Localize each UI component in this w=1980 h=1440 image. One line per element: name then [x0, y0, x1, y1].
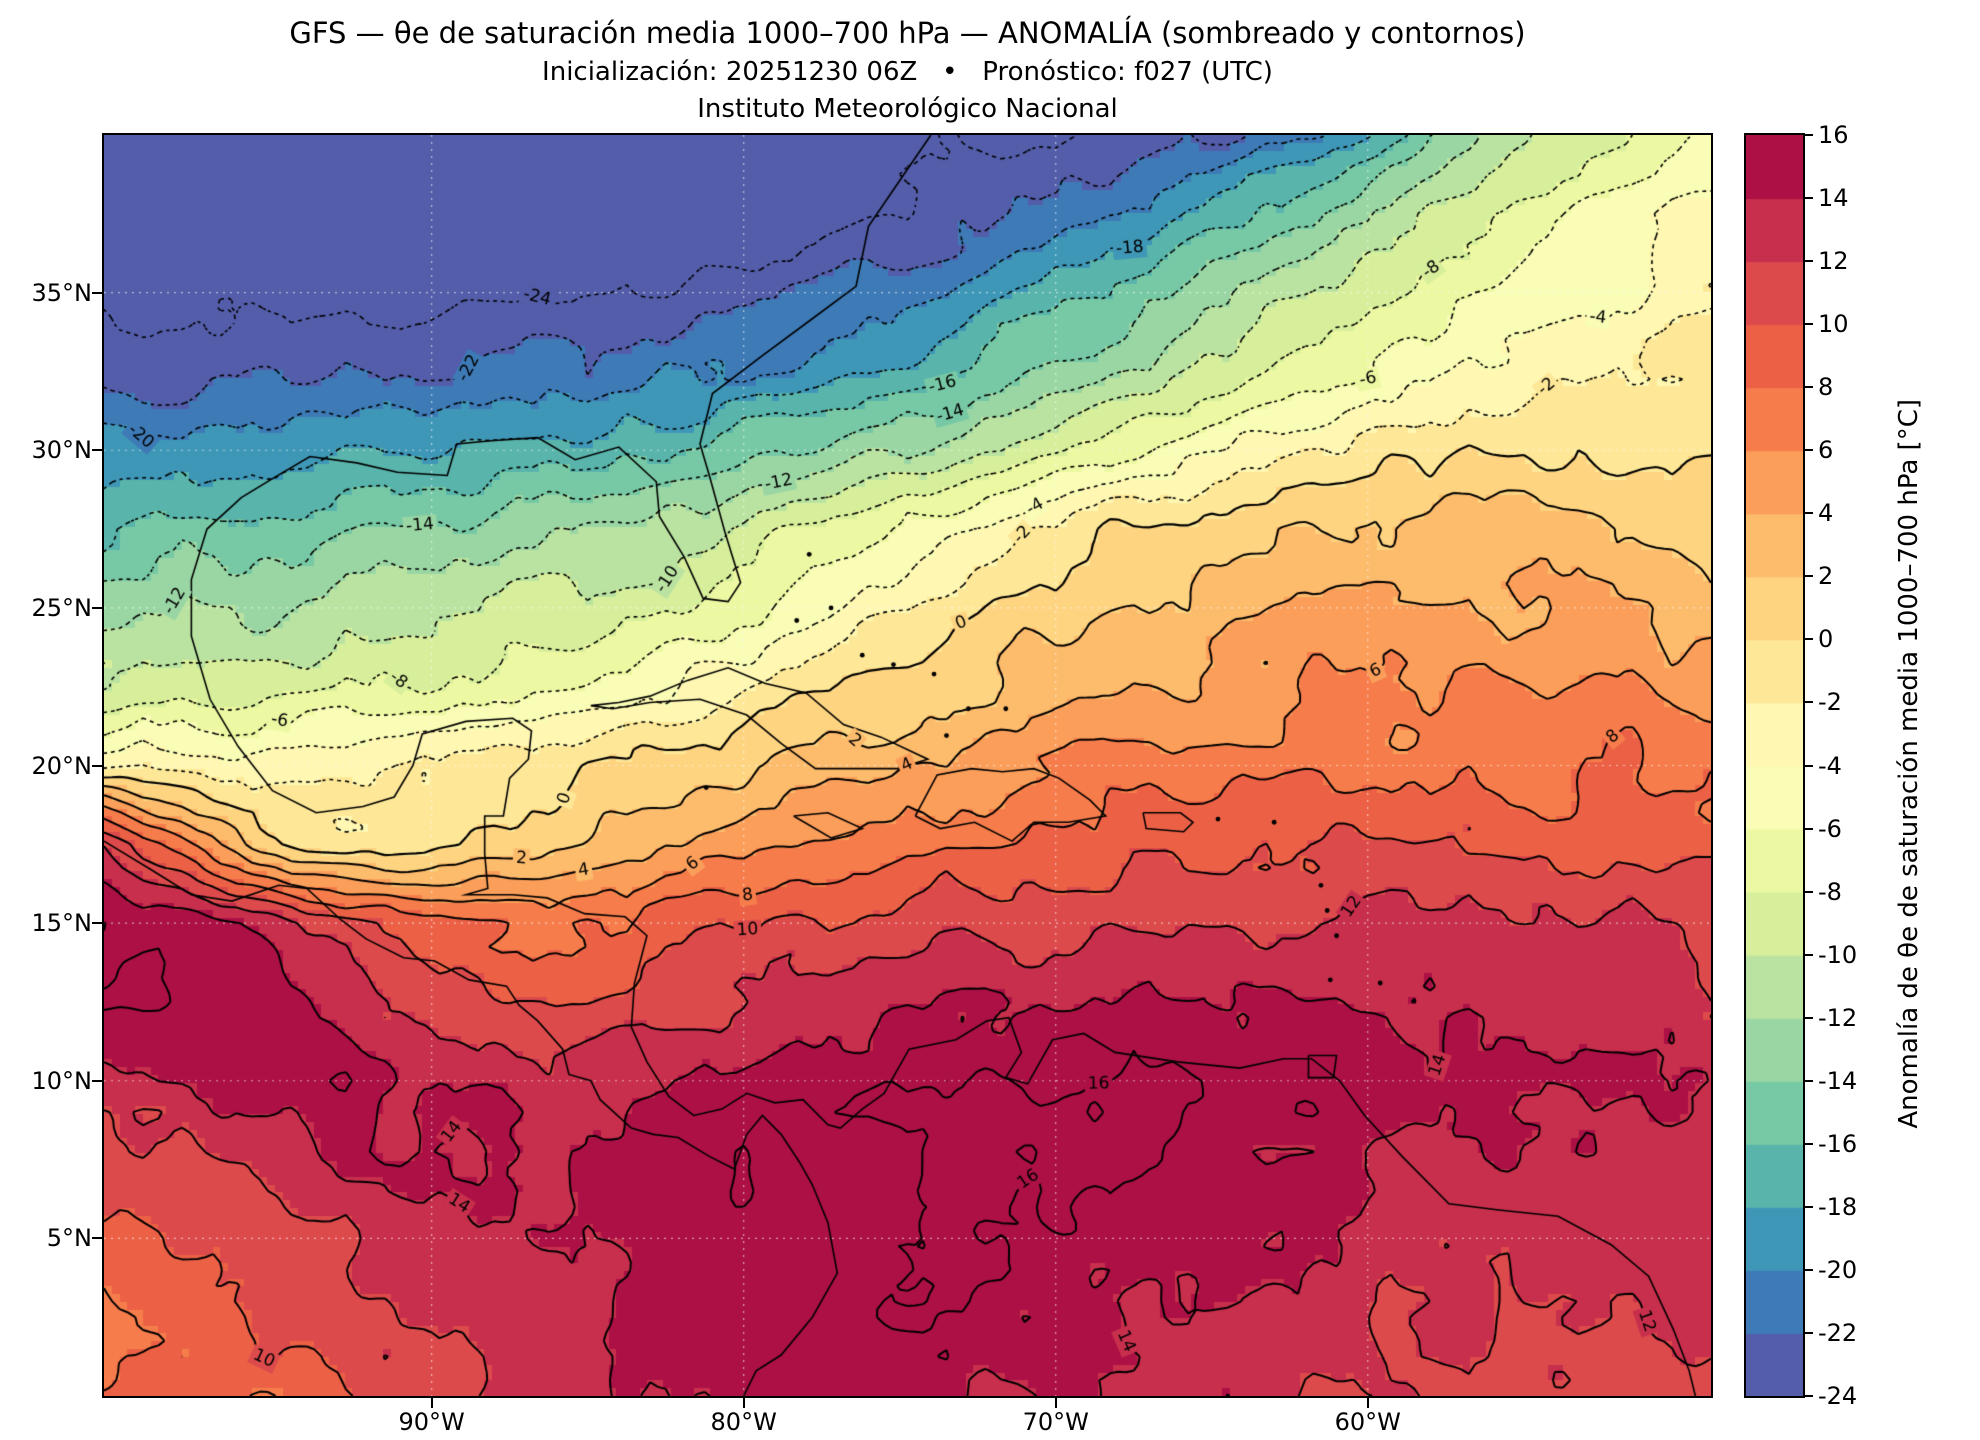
colorbar-tick-mark	[1805, 1205, 1813, 1208]
colorbar-tick-label: -4	[1818, 751, 1842, 780]
colorbar-tick-label: 2	[1818, 562, 1834, 591]
colorbar-tick-mark	[1805, 764, 1813, 767]
x-tick-label: 80°W	[710, 1408, 777, 1436]
colorbar-tick-mark	[1805, 827, 1813, 830]
colorbar-tick-label: -10	[1818, 940, 1858, 969]
y-tick-label: 20°N	[31, 751, 93, 780]
colorbar-tick-label: -14	[1818, 1066, 1858, 1095]
chart-title: GFS — θe de saturación media 1000–700 hP…	[289, 16, 1526, 50]
y-tick-mark	[92, 1079, 102, 1082]
colorbar-tick-mark	[1805, 701, 1813, 704]
x-tick-label: 60°W	[1334, 1408, 1401, 1436]
y-tick-mark	[92, 291, 102, 294]
colorbar-tick-mark	[1805, 1142, 1813, 1145]
colorbar-tick-label: 14	[1818, 184, 1849, 213]
colorbar-tick-label: 0	[1818, 625, 1834, 654]
colorbar-tick-label: 4	[1818, 499, 1834, 528]
y-tick-label: 5°N	[46, 1224, 92, 1253]
colorbar-tick-label: -8	[1818, 877, 1842, 906]
colorbar-tick-label: 8	[1818, 373, 1834, 402]
y-tick-mark	[92, 449, 102, 452]
chart-subtitle-run-info: Inicialización: 20251230 06Z • Pronóstic…	[542, 57, 1273, 87]
colorbar-tick-mark	[1805, 260, 1813, 263]
y-tick-label: 35°N	[31, 278, 93, 307]
colorbar-tick-label: -22	[1818, 1318, 1858, 1347]
colorbar	[1744, 133, 1805, 1398]
colorbar-tick-label: -2	[1818, 688, 1842, 717]
y-tick-label: 25°N	[31, 593, 93, 622]
colorbar-tick-mark	[1805, 890, 1813, 893]
colorbar-tick-mark	[1805, 1268, 1813, 1271]
colorbar-tick-label: -18	[1818, 1192, 1858, 1221]
colorbar-tick-mark	[1805, 386, 1813, 389]
colorbar-tick-mark	[1805, 1331, 1813, 1334]
colorbar-tick-mark	[1805, 953, 1813, 956]
x-tick-mark	[430, 1398, 433, 1408]
colorbar-tick-mark	[1805, 134, 1813, 136]
map-canvas	[104, 135, 1711, 1396]
colorbar-tick-mark	[1805, 197, 1813, 200]
y-tick-mark	[92, 606, 102, 609]
colorbar-tick-mark	[1805, 575, 1813, 578]
colorbar-tick-label: 12	[1818, 247, 1849, 276]
y-tick-mark	[92, 764, 102, 767]
chart-institution: Instituto Meteorológico Nacional	[697, 94, 1118, 124]
y-tick-label: 30°N	[31, 436, 93, 465]
colorbar-tick-mark	[1805, 1016, 1813, 1019]
colorbar-tick-label: 16	[1818, 121, 1849, 149]
colorbar-canvas	[1746, 135, 1803, 1396]
y-tick-label: 10°N	[31, 1066, 93, 1095]
colorbar-tick-label: -16	[1818, 1129, 1858, 1158]
colorbar-tick-mark	[1805, 638, 1813, 641]
colorbar-tick-label: -6	[1818, 814, 1842, 843]
x-tick-label: 70°W	[1022, 1408, 1089, 1436]
colorbar-tick-label: -12	[1818, 1003, 1858, 1032]
colorbar-tick-mark	[1805, 1395, 1813, 1397]
x-tick-mark	[1366, 1398, 1369, 1408]
colorbar-tick-mark	[1805, 323, 1813, 326]
colorbar-tick-label: 6	[1818, 436, 1834, 465]
map-plot-area	[102, 133, 1713, 1398]
colorbar-tick-label: 10	[1818, 310, 1849, 339]
colorbar-tick-mark	[1805, 512, 1813, 515]
colorbar-tick-label: -24	[1818, 1382, 1858, 1410]
x-tick-mark	[742, 1398, 745, 1408]
x-tick-label: 90°W	[398, 1408, 465, 1436]
title-block: GFS — θe de saturación media 1000–700 hP…	[104, 16, 1711, 124]
y-tick-mark	[92, 922, 102, 925]
colorbar-tick-mark	[1805, 1079, 1813, 1082]
colorbar-tick-mark	[1805, 449, 1813, 452]
y-tick-mark	[92, 1237, 102, 1240]
y-tick-label: 15°N	[31, 909, 93, 938]
colorbar-tick-label: -20	[1818, 1255, 1858, 1284]
x-tick-mark	[1054, 1398, 1057, 1408]
